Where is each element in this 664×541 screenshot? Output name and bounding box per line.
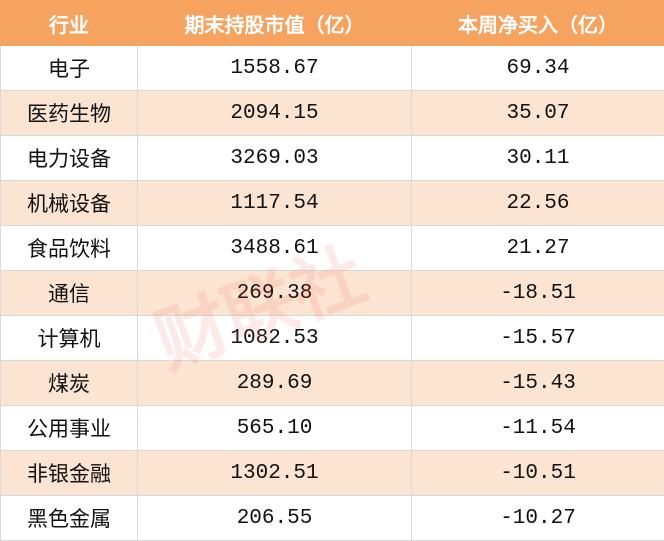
- value-cell: 1082.53: [137, 315, 412, 361]
- table-row: 电力设备 3269.03 30.11: [0, 135, 664, 181]
- value-cell: 30.11: [411, 135, 664, 181]
- industry-cell: 公用事业: [0, 405, 138, 451]
- header-cell: 行业: [0, 0, 138, 46]
- industry-cell: 机械设备: [0, 180, 138, 226]
- industry-cell: 医药生物: [0, 90, 138, 136]
- header-cell: 期末持股市值（亿）: [137, 0, 412, 46]
- industry-cell: 电力设备: [0, 135, 138, 181]
- table-row: 公用事业 565.10 -11.54: [0, 405, 664, 451]
- table-row: 煤炭 289.69 -15.43: [0, 360, 664, 406]
- value-cell: 269.38: [137, 270, 412, 316]
- industry-cell: 非银金融: [0, 450, 138, 496]
- header-cell: 本周净买入（亿）: [411, 0, 664, 46]
- table-row: 医药生物 2094.15 35.07: [0, 90, 664, 136]
- value-cell: 289.69: [137, 360, 412, 406]
- value-cell: 1558.67: [137, 45, 412, 91]
- value-cell: 35.07: [411, 90, 664, 136]
- industry-cell: 食品饮料: [0, 225, 138, 271]
- value-cell: 22.56: [411, 180, 664, 226]
- value-cell: 2094.15: [137, 90, 412, 136]
- value-cell: 1117.54: [137, 180, 412, 226]
- table-row: 黑色金属 206.55 -10.27: [0, 495, 664, 541]
- value-cell: 21.27: [411, 225, 664, 271]
- industry-cell: 计算机: [0, 315, 138, 361]
- value-cell: -18.51: [411, 270, 664, 316]
- value-cell: 69.34: [411, 45, 664, 91]
- value-cell: -15.43: [411, 360, 664, 406]
- value-cell: 565.10: [137, 405, 412, 451]
- industry-cell: 电子: [0, 45, 138, 91]
- table-row: 通信 269.38 -18.51: [0, 270, 664, 316]
- table-row: 电子 1558.67 69.34: [0, 45, 664, 91]
- industry-cell: 通信: [0, 270, 138, 316]
- value-cell: -11.54: [411, 405, 664, 451]
- value-cell: -15.57: [411, 315, 664, 361]
- value-cell: 206.55: [137, 495, 412, 541]
- table-row: 非银金融 1302.51 -10.51: [0, 450, 664, 496]
- table-row: 机械设备 1117.54 22.56: [0, 180, 664, 226]
- table-row: 食品饮料 3488.61 21.27: [0, 225, 664, 271]
- header-row: 行业 期末持股市值（亿） 本周净买入（亿）: [0, 0, 664, 46]
- value-cell: 1302.51: [137, 450, 412, 496]
- value-cell: -10.27: [411, 495, 664, 541]
- value-cell: 3269.03: [137, 135, 412, 181]
- value-cell: 3488.61: [137, 225, 412, 271]
- table-row: 计算机 1082.53 -15.57: [0, 315, 664, 361]
- value-cell: -10.51: [411, 450, 664, 496]
- industry-cell: 黑色金属: [0, 495, 138, 541]
- industry-cell: 煤炭: [0, 360, 138, 406]
